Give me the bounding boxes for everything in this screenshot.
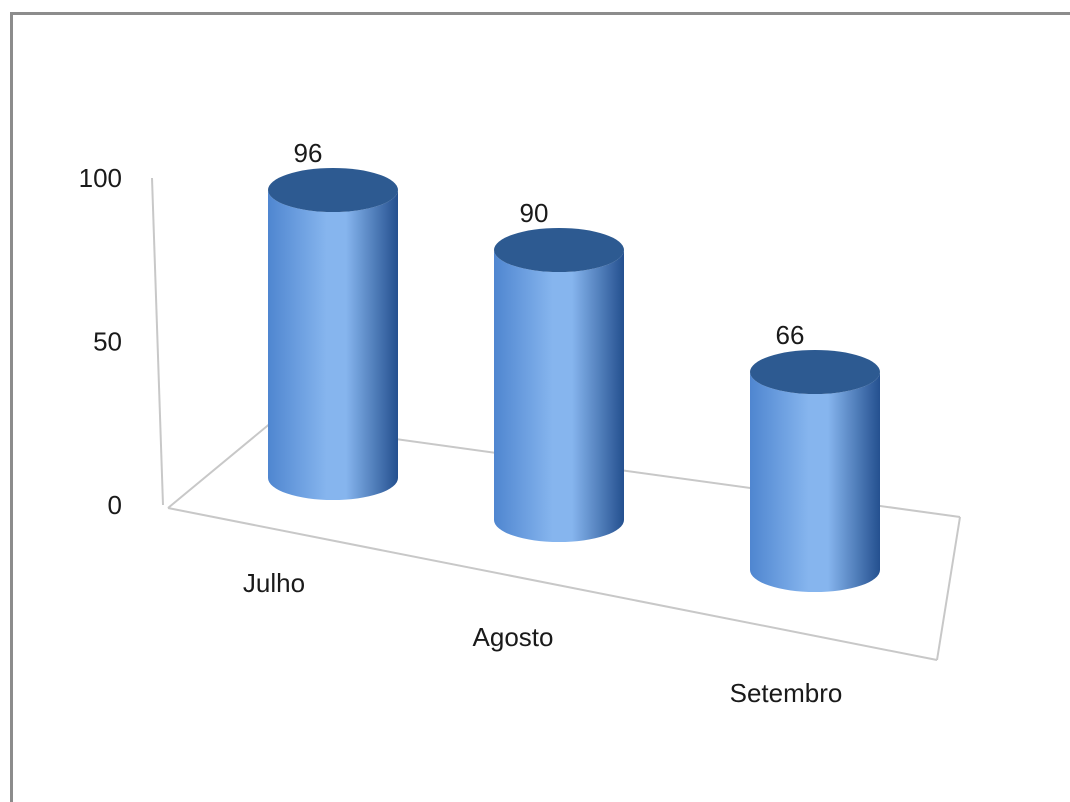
bar-agosto xyxy=(494,250,624,542)
bar-series xyxy=(268,168,880,592)
data-label: 66 xyxy=(776,320,805,350)
floor-right-edge xyxy=(936,516,961,661)
bar-setembro xyxy=(750,372,880,592)
bar-top-agosto xyxy=(494,228,624,272)
bar-top-julho xyxy=(268,168,398,212)
x-tick-label: Agosto xyxy=(473,622,554,652)
chart-labels: 0 50 100 96 Julho 90 Agosto 66 Setembro xyxy=(79,138,843,708)
data-label: 90 xyxy=(520,198,549,228)
y-axis-line xyxy=(151,177,164,506)
x-axis-line xyxy=(167,507,938,661)
y-tick-label: 100 xyxy=(79,163,122,193)
y-tick-label: 0 xyxy=(108,490,122,520)
bar-julho xyxy=(268,190,398,500)
x-tick-label: Julho xyxy=(243,568,305,598)
y-tick-label: 50 xyxy=(93,327,122,357)
floor-left-edge xyxy=(167,421,273,509)
data-label: 96 xyxy=(294,138,323,168)
x-tick-label: Setembro xyxy=(730,678,843,708)
bar-top-setembro xyxy=(750,350,880,394)
